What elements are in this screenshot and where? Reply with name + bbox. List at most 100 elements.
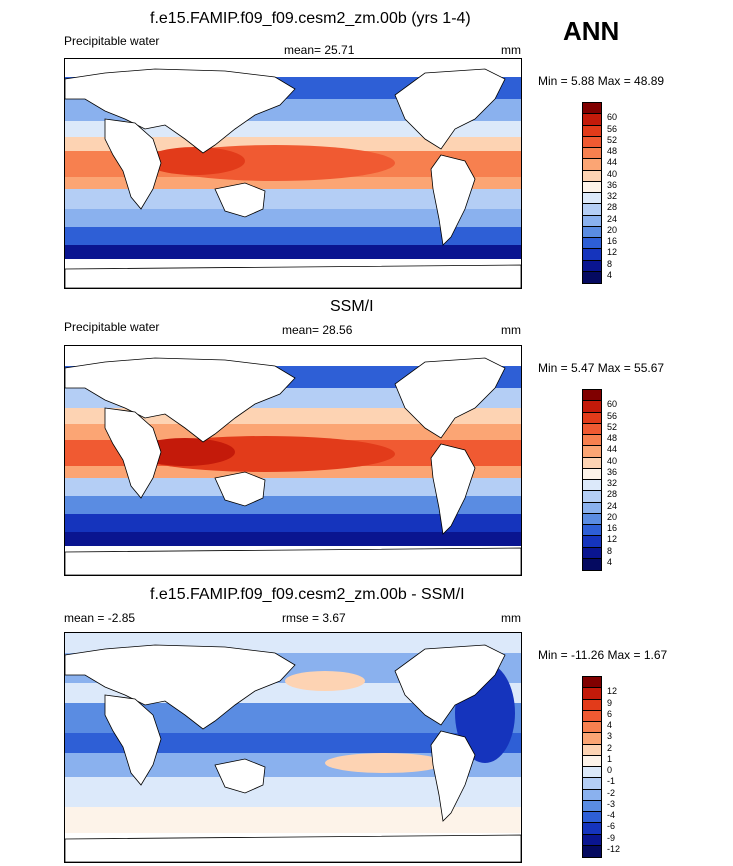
colorbar-tick-label: 60 [607,399,618,410]
colorbar-swatch [583,412,601,424]
colorbar-swatch [583,226,601,238]
colorbar-swatch [583,260,601,272]
colorbar-tick-label: 56 [607,123,618,134]
colorbar-swatch [583,778,601,790]
colorbar-swatch [583,468,601,480]
panel2-left-label: Precipitable water [64,320,160,334]
colorbar-swatch [583,159,601,171]
colorbar-swatch [583,767,601,779]
colorbar-tick-label: 20 [607,511,618,522]
panel3-colorbar-swatches [583,677,601,857]
colorbar-swatch [583,238,601,250]
panel3-colorbar-ticks: 12 9 6 4 3 2 1 0 -1 -2 -3 -4 -6 -9 -12 [607,681,637,861]
colorbar-swatch [583,513,601,525]
colorbar-swatch [583,423,601,435]
colorbar-tick-label: 36 [607,179,618,190]
colorbar-tick-label: 32 [607,191,618,201]
colorbar-tick-label: 48 [607,146,618,156]
colorbar-tick-label: 2 [607,742,613,753]
panel2-title: SSM/I [330,298,374,315]
colorbar-swatch [583,193,601,205]
panel1-left-label: Precipitable water [64,34,160,48]
colorbar-swatch [583,800,601,812]
panel1-title: f.e15.FAMIP.f09_f09.cesm2_zm.00b (yrs 1-… [150,10,471,27]
colorbar-swatch [583,136,601,148]
colorbar-swatch [583,181,601,193]
panel1-map-svg [65,59,521,288]
colorbar-tick-label: -4 [607,810,616,820]
colorbar-swatch [583,845,601,857]
colorbar-tick-label: 44 [607,157,618,168]
colorbar-tick-label: 0 [607,765,613,775]
colorbar-swatch [583,699,601,711]
colorbar-swatch [583,812,601,824]
panel2-units-label: mm [501,323,521,337]
colorbar-tick-label: 16 [607,523,618,533]
panel3-center-label: rmse = 3.67 [282,611,346,625]
colorbar-swatch [583,457,601,469]
colorbar-swatch [583,249,601,261]
colorbar-tick-label: 36 [607,466,618,477]
colorbar-tick-label: 16 [607,236,618,246]
colorbar-swatch [583,525,601,537]
colorbar-swatch [583,114,601,126]
panel2-colorbar-ticks: 60 56 52 48 44 40 36 32 28 24 20 16 12 8 4 [607,394,637,574]
colorbar-tick-label: 24 [607,500,618,511]
panel2-colorbar-swatches [583,390,601,570]
panel3-left-label: mean = -2.85 [64,611,136,625]
panel1-colorbar [582,102,602,284]
colorbar-swatch [583,170,601,182]
colorbar-swatch [583,547,601,559]
colorbar-tick-label: 4 [607,269,613,280]
panel3-map-svg [65,633,521,862]
colorbar-tick-label: 12 [607,534,618,545]
colorbar-tick-label: 28 [607,202,618,213]
colorbar-tick-label: 28 [607,489,618,500]
colorbar-swatch [583,480,601,492]
colorbar-swatch [583,204,601,216]
colorbar-tick-label: -9 [607,832,616,843]
colorbar-swatch [583,390,601,402]
colorbar-swatch [583,677,601,689]
colorbar-tick-label: 40 [607,455,618,466]
colorbar-swatch [583,148,601,160]
colorbar-tick-label: -12 [607,843,621,854]
colorbar-swatch [583,401,601,413]
colorbar-swatch [583,215,601,227]
colorbar-tick-label: 12 [607,686,618,697]
colorbar-tick-label: 52 [607,134,618,145]
colorbar-swatch [583,536,601,548]
colorbar-tick-label: 48 [607,433,618,443]
colorbar-swatch [583,688,601,700]
colorbar-tick-label: 12 [607,247,618,258]
colorbar-tick-label: 1 [607,753,613,764]
panel2-map [64,345,522,576]
colorbar-tick-label: -3 [607,798,616,809]
colorbar-swatch [583,823,601,835]
colorbar-swatch [583,722,601,734]
colorbar-tick-label: 52 [607,421,618,432]
colorbar-tick-label: 4 [607,556,613,567]
colorbar-swatch [583,103,601,115]
panel1-map [64,58,522,289]
colorbar-tick-label: 32 [607,478,618,488]
colorbar-tick-label: 60 [607,112,618,123]
colorbar-swatch [583,435,601,447]
colorbar-swatch [583,789,601,801]
panel2-colorbar [582,389,602,571]
panel1-mean-label: mean= 25.71 [284,43,355,57]
panel1-colorbar-ticks: 60 56 52 48 44 40 36 32 28 24 20 16 12 8 4 [607,107,637,287]
colorbar-swatch [583,755,601,767]
panel2-mean-label: mean= 28.56 [282,323,353,337]
colorbar-swatch [583,733,601,745]
colorbar-tick-label: 3 [607,731,613,742]
season-label: ANN [563,16,620,46]
colorbar-tick-label: 6 [607,708,613,719]
colorbar-tick-label: 44 [607,444,618,455]
colorbar-tick-label: -1 [607,776,616,787]
colorbar-swatch [583,502,601,514]
colorbar-tick-label: -2 [607,787,616,798]
colorbar-tick-label: -6 [607,821,616,832]
colorbar-swatch [583,125,601,137]
colorbar-swatch [583,834,601,846]
